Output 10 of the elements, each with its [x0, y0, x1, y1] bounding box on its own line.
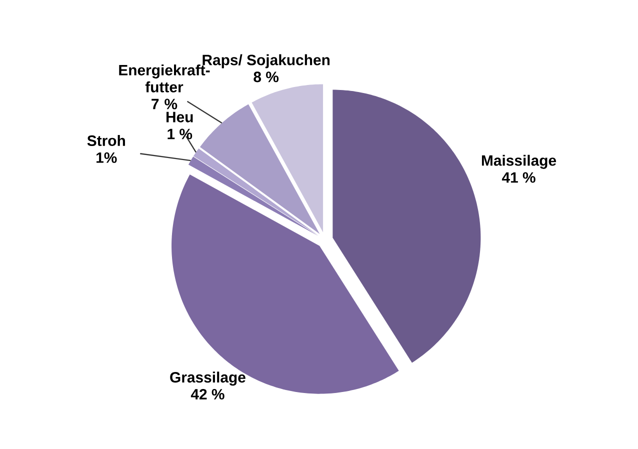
data-label: 42 %	[190, 388, 224, 400]
data-label: 8 %	[254, 72, 279, 82]
data-label: 1%	[96, 152, 117, 163]
slice-label: Heu	[166, 112, 193, 122]
data-label: 41 %	[502, 172, 536, 183]
data-label: 1 %	[168, 128, 192, 140]
slice-label: Grassilage	[170, 372, 246, 386]
slice-label: Maissilage	[482, 154, 556, 169]
slice-label: Stroh	[87, 135, 125, 146]
data-label: 7 %	[152, 98, 178, 110]
